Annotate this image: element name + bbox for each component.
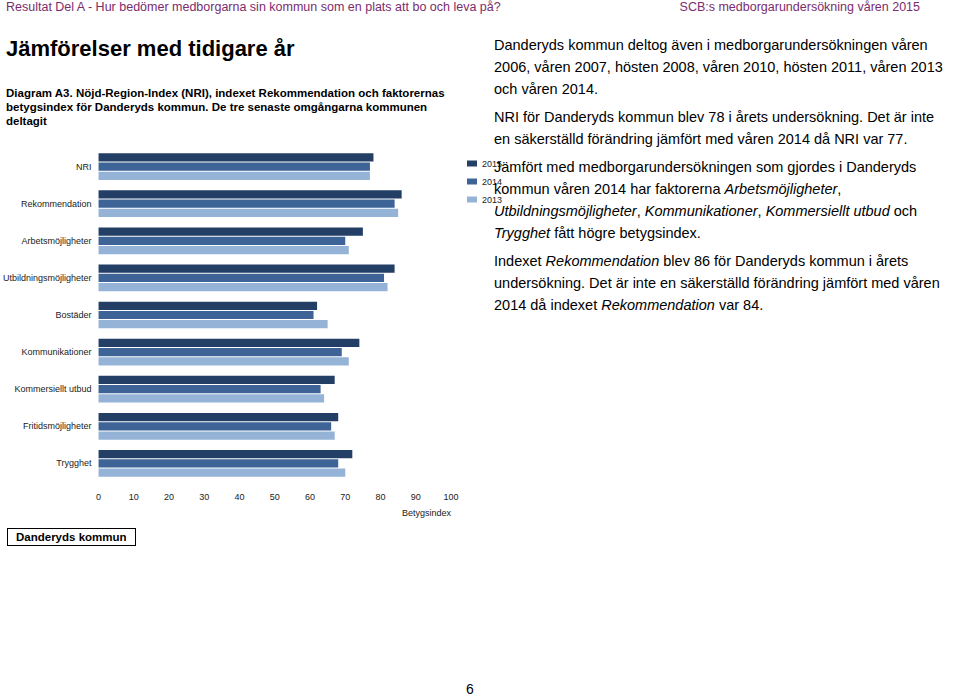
svg-text:20: 20 xyxy=(164,492,174,502)
svg-text:Betygsindex: Betygsindex xyxy=(402,508,452,518)
svg-text:Bostäder: Bostäder xyxy=(56,310,92,320)
svg-text:100: 100 xyxy=(443,492,458,502)
svg-text:Kommersiellt utbud: Kommersiellt utbud xyxy=(14,384,91,394)
svg-text:NRI: NRI xyxy=(76,162,92,172)
svg-text:90: 90 xyxy=(411,492,421,502)
svg-text:40: 40 xyxy=(235,492,245,502)
svg-text:10: 10 xyxy=(129,492,139,502)
svg-text:Fritidsmöjligheter: Fritidsmöjligheter xyxy=(23,421,92,431)
svg-text:60: 60 xyxy=(305,492,315,502)
svg-text:30: 30 xyxy=(199,492,209,502)
svg-text:0: 0 xyxy=(96,492,101,502)
svg-text:70: 70 xyxy=(340,492,350,502)
svg-text:Kommunikationer: Kommunikationer xyxy=(22,347,92,357)
svg-text:Utbildningsmöjligheter: Utbildningsmöjligheter xyxy=(3,273,92,283)
svg-text:50: 50 xyxy=(270,492,280,502)
svg-text:Arbetsmöjligheter: Arbetsmöjligheter xyxy=(22,236,92,246)
svg-text:80: 80 xyxy=(376,492,386,502)
svg-text:Rekommendation: Rekommendation xyxy=(21,199,92,209)
svg-text:Trygghet: Trygghet xyxy=(56,458,92,468)
